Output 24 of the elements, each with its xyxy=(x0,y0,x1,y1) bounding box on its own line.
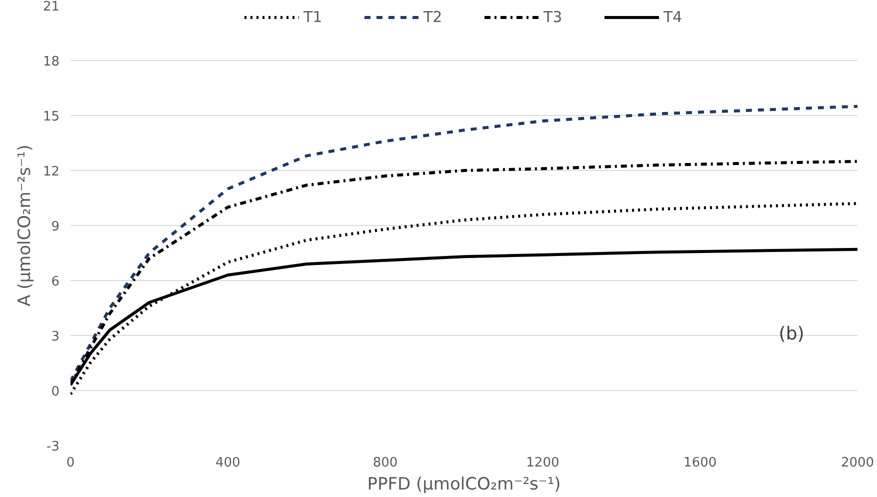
x-axis-title: PPFD (μmolCO₂m⁻²s⁻¹) xyxy=(367,474,561,494)
y-tick-label: 9 xyxy=(51,220,60,234)
y-tick-label: 3 xyxy=(51,330,60,344)
y-tick-label: 0 xyxy=(51,384,60,400)
y-tick-label: 12 xyxy=(42,164,60,180)
legend-label: T2 xyxy=(424,8,444,26)
annotation: (b) xyxy=(778,323,804,344)
x-tick-label: 2000 xyxy=(840,456,874,470)
x-tick-label: 1200 xyxy=(526,456,560,470)
y-axis-title: A (μmolCO₂m⁻²s⁻¹) xyxy=(14,144,35,306)
x-tick-label: 800 xyxy=(372,456,398,470)
y-tick-label: 6 xyxy=(51,274,60,290)
line-series xyxy=(70,202,858,396)
y-tick-label: 21 xyxy=(42,0,60,14)
x-tick-label: 1600 xyxy=(684,456,717,470)
y-tick-label: 18 xyxy=(42,54,60,70)
line-series xyxy=(70,104,858,383)
legend-label: T1 xyxy=(304,8,324,26)
y-tick-label: 15 xyxy=(42,110,60,124)
legend-label: T4 xyxy=(664,8,684,26)
x-tick-label: 0 xyxy=(66,456,75,470)
y-tick-label: -3 xyxy=(46,440,60,454)
x-tick-label: 400 xyxy=(215,456,240,470)
legend-label: T3 xyxy=(544,8,564,26)
